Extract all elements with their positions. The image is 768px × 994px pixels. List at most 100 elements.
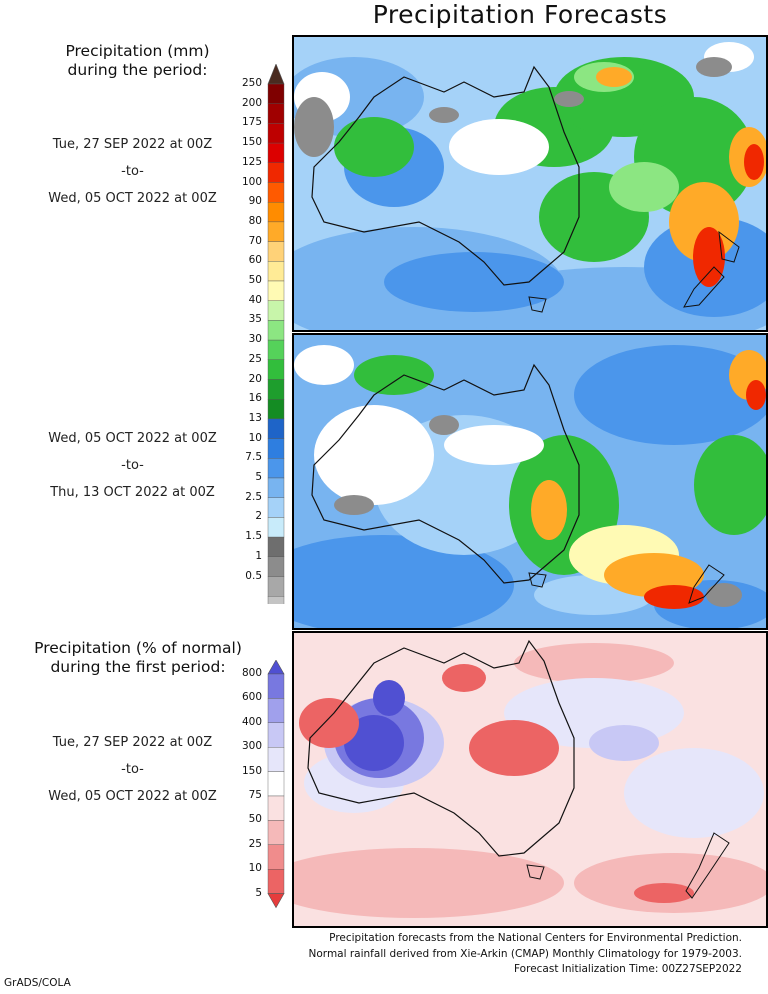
colorbar-swatch [267, 771, 285, 797]
colorbar-tick-label: 2.5 [245, 490, 262, 503]
grads-credit: GrADS/COLA [4, 977, 71, 989]
colorbar-top-cap [267, 660, 285, 675]
colorbar-tick-label: 1 [255, 549, 262, 562]
colorbar-tick-label: 1.5 [245, 530, 262, 543]
period1-start: Tue, 27 SEP 2022 at 00Z [52, 137, 213, 152]
period3-separator: -to- [121, 762, 144, 777]
colorbar-swatch [267, 123, 285, 144]
colorbar-swatch [267, 418, 285, 439]
colorbar-swatch [267, 221, 285, 242]
precipitation-mm-colorbar [267, 64, 285, 604]
colorbar-tick-label: 90 [248, 195, 262, 208]
colorbar-swatch [267, 722, 285, 748]
legend2-header-line2: during the first period: [50, 658, 226, 676]
legend2-header-line1: Precipitation (% of normal) [34, 639, 242, 657]
legend2-header: Precipitation (% of normal) during the f… [14, 639, 262, 677]
colorbar-swatch [267, 83, 285, 104]
colorbar-swatch [267, 795, 285, 821]
colorbar-tick-label: 80 [248, 214, 262, 227]
colorbar-swatch [267, 746, 285, 772]
period3-start: Tue, 27 SEP 2022 at 00Z [52, 735, 213, 750]
period2-separator: -to- [121, 458, 144, 473]
colorbar-swatch [267, 300, 285, 321]
period2-end: Thu, 13 OCT 2022 at 00Z [50, 485, 215, 500]
colorbar-swatch [267, 261, 285, 282]
map-panel-percent-normal [292, 631, 768, 928]
legend1-header-line2: during the period: [67, 61, 208, 79]
colorbar-tick-label: 150 [241, 764, 262, 777]
colorbar-tick-label: 70 [248, 234, 262, 247]
colorbar-tick-label: 800 [241, 667, 262, 679]
colorbar-tick-label: 35 [248, 313, 262, 326]
colorbar-swatch [267, 868, 285, 894]
colorbar-swatch [267, 379, 285, 400]
colorbar-tick-label: 2 [255, 510, 262, 523]
colorbar-swatch [267, 320, 285, 341]
colorbar-tick-label: 5 [255, 886, 262, 899]
colorbar-tick-label: 400 [241, 715, 262, 728]
colorbar-swatch [267, 477, 285, 498]
colorbar-top-cap [267, 64, 285, 85]
period3-end: Wed, 05 OCT 2022 at 00Z [48, 789, 217, 804]
colorbar-tick-label: 75 [248, 789, 262, 801]
colorbar-tick-label: 7.5 [245, 451, 262, 464]
colorbar-tick-label: 40 [248, 293, 262, 306]
colorbar-tick-label: 175 [241, 116, 262, 129]
colorbar-swatch [267, 201, 285, 223]
colorbar-swatch [267, 280, 285, 301]
colorbar-tick-label: 10 [248, 431, 262, 444]
colorbar-swatch [267, 698, 285, 724]
colorbar-swatch [267, 517, 285, 538]
colorbar-tick-label: 600 [241, 691, 262, 704]
colorbar-tick-label: 13 [248, 411, 262, 424]
footer-line1: Precipitation forecasts from the Nationa… [329, 932, 742, 944]
colorbar-swatch [267, 497, 285, 518]
percent-of-normal-colorbar [267, 660, 285, 909]
period1-end: Wed, 05 OCT 2022 at 00Z [48, 191, 217, 206]
colorbar-swatch [267, 339, 285, 361]
colorbar-swatch [267, 576, 285, 597]
colorbar-tick-label: 10 [248, 862, 262, 875]
precip-map-period2 [294, 335, 766, 628]
colorbar-swatch [267, 820, 285, 845]
colorbar-swatch [267, 162, 285, 183]
colorbar-tick-label: 250 [241, 77, 262, 89]
colorbar-tick-label: 60 [248, 254, 262, 267]
colorbar-swatch [267, 359, 285, 380]
precip-map-period1 [294, 37, 766, 330]
map-panel-period1 [292, 35, 768, 332]
colorbar-tick-label: 300 [241, 740, 262, 753]
colorbar-tick-label: 200 [241, 96, 262, 109]
colorbar-tick-label: 20 [248, 372, 262, 385]
map-panel-period2 [292, 333, 768, 630]
colorbar-bottom-cap [267, 893, 285, 909]
colorbar-swatch [267, 458, 285, 479]
colorbar-swatch [267, 438, 285, 459]
colorbar-swatch [267, 399, 285, 420]
colorbar-swatch [267, 103, 285, 124]
colorbar-swatch [267, 536, 285, 558]
colorbar-tick-label: 30 [248, 333, 262, 346]
colorbar-tick-label: 0.5 [245, 569, 262, 582]
legend1-header: Precipitation (mm) during the period: [40, 42, 235, 80]
colorbar-tick-label: 50 [248, 274, 262, 286]
percent-normal-map [294, 633, 766, 926]
page-title: Precipitation Forecasts [372, 0, 668, 29]
colorbar-swatch [267, 844, 285, 870]
colorbar-tick-label: 125 [241, 155, 262, 168]
colorbar-swatch [267, 673, 285, 699]
colorbar-tick-label: 25 [248, 837, 262, 850]
legend1-header-line1: Precipitation (mm) [65, 42, 210, 60]
footer-line2: Normal rainfall derived from Xie-Arkin (… [308, 947, 742, 960]
period2-start: Wed, 05 OCT 2022 at 00Z [48, 431, 217, 446]
colorbar-tick-label: 150 [241, 136, 262, 149]
period1-separator: -to- [121, 164, 144, 179]
colorbar-swatch [267, 596, 285, 604]
colorbar-swatch [267, 556, 285, 577]
colorbar-swatch [267, 182, 285, 203]
colorbar-swatch [267, 241, 285, 262]
colorbar-tick-label: 16 [248, 392, 262, 405]
colorbar-swatch [267, 142, 285, 163]
colorbar-tick-label: 50 [248, 813, 262, 826]
footer-notes: Precipitation forecasts from the Nationa… [309, 931, 742, 978]
